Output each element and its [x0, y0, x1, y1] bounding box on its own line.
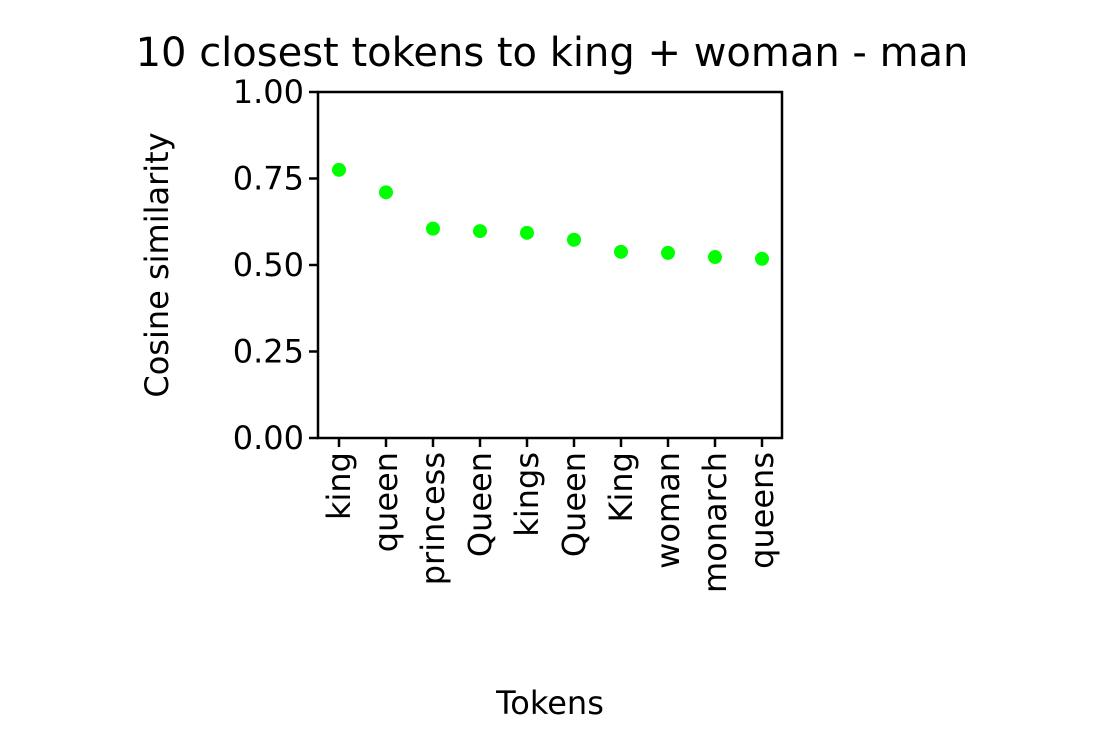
x-tick-label: Queen: [555, 452, 593, 557]
data-point: [708, 250, 722, 265]
x-tick-label: woman: [649, 452, 687, 569]
data-points: [332, 162, 769, 266]
y-tick-label: 1.00: [233, 73, 304, 111]
y-axis-label: Cosine similarity: [138, 132, 176, 397]
y-tick-label: 0.00: [233, 419, 304, 457]
y-tick-label: 0.75: [233, 160, 304, 198]
data-point: [661, 245, 675, 260]
x-axis: king queen princess Queen kings Queen King woma…: [320, 438, 781, 593]
y-tick-label: 0.25: [233, 333, 304, 371]
plot-frame: [316, 90, 784, 440]
data-point: [379, 185, 393, 200]
y-axis: 0.00 0.25 0.50 0.75 1.00: [233, 73, 318, 457]
data-point: [755, 251, 769, 266]
data-point: [520, 225, 534, 240]
x-tick-label: king: [320, 452, 358, 520]
x-tick-label: King: [602, 452, 640, 522]
data-point: [614, 244, 628, 259]
x-tick-label: Queen: [461, 452, 499, 557]
data-point: [567, 232, 581, 247]
chart-title: 10 closest tokens to king + woman - man: [136, 30, 969, 76]
x-tick-label: queens: [743, 452, 781, 569]
data-point: [332, 162, 346, 177]
x-tick-label: monarch: [696, 452, 734, 593]
x-tick-label: princess: [414, 452, 452, 585]
data-point: [426, 221, 440, 236]
x-tick-label: kings: [508, 452, 546, 537]
data-point: [473, 224, 487, 239]
x-axis-label: Tokens: [495, 684, 604, 722]
y-tick-label: 0.50: [233, 246, 304, 284]
x-tick-label: queen: [367, 452, 405, 552]
